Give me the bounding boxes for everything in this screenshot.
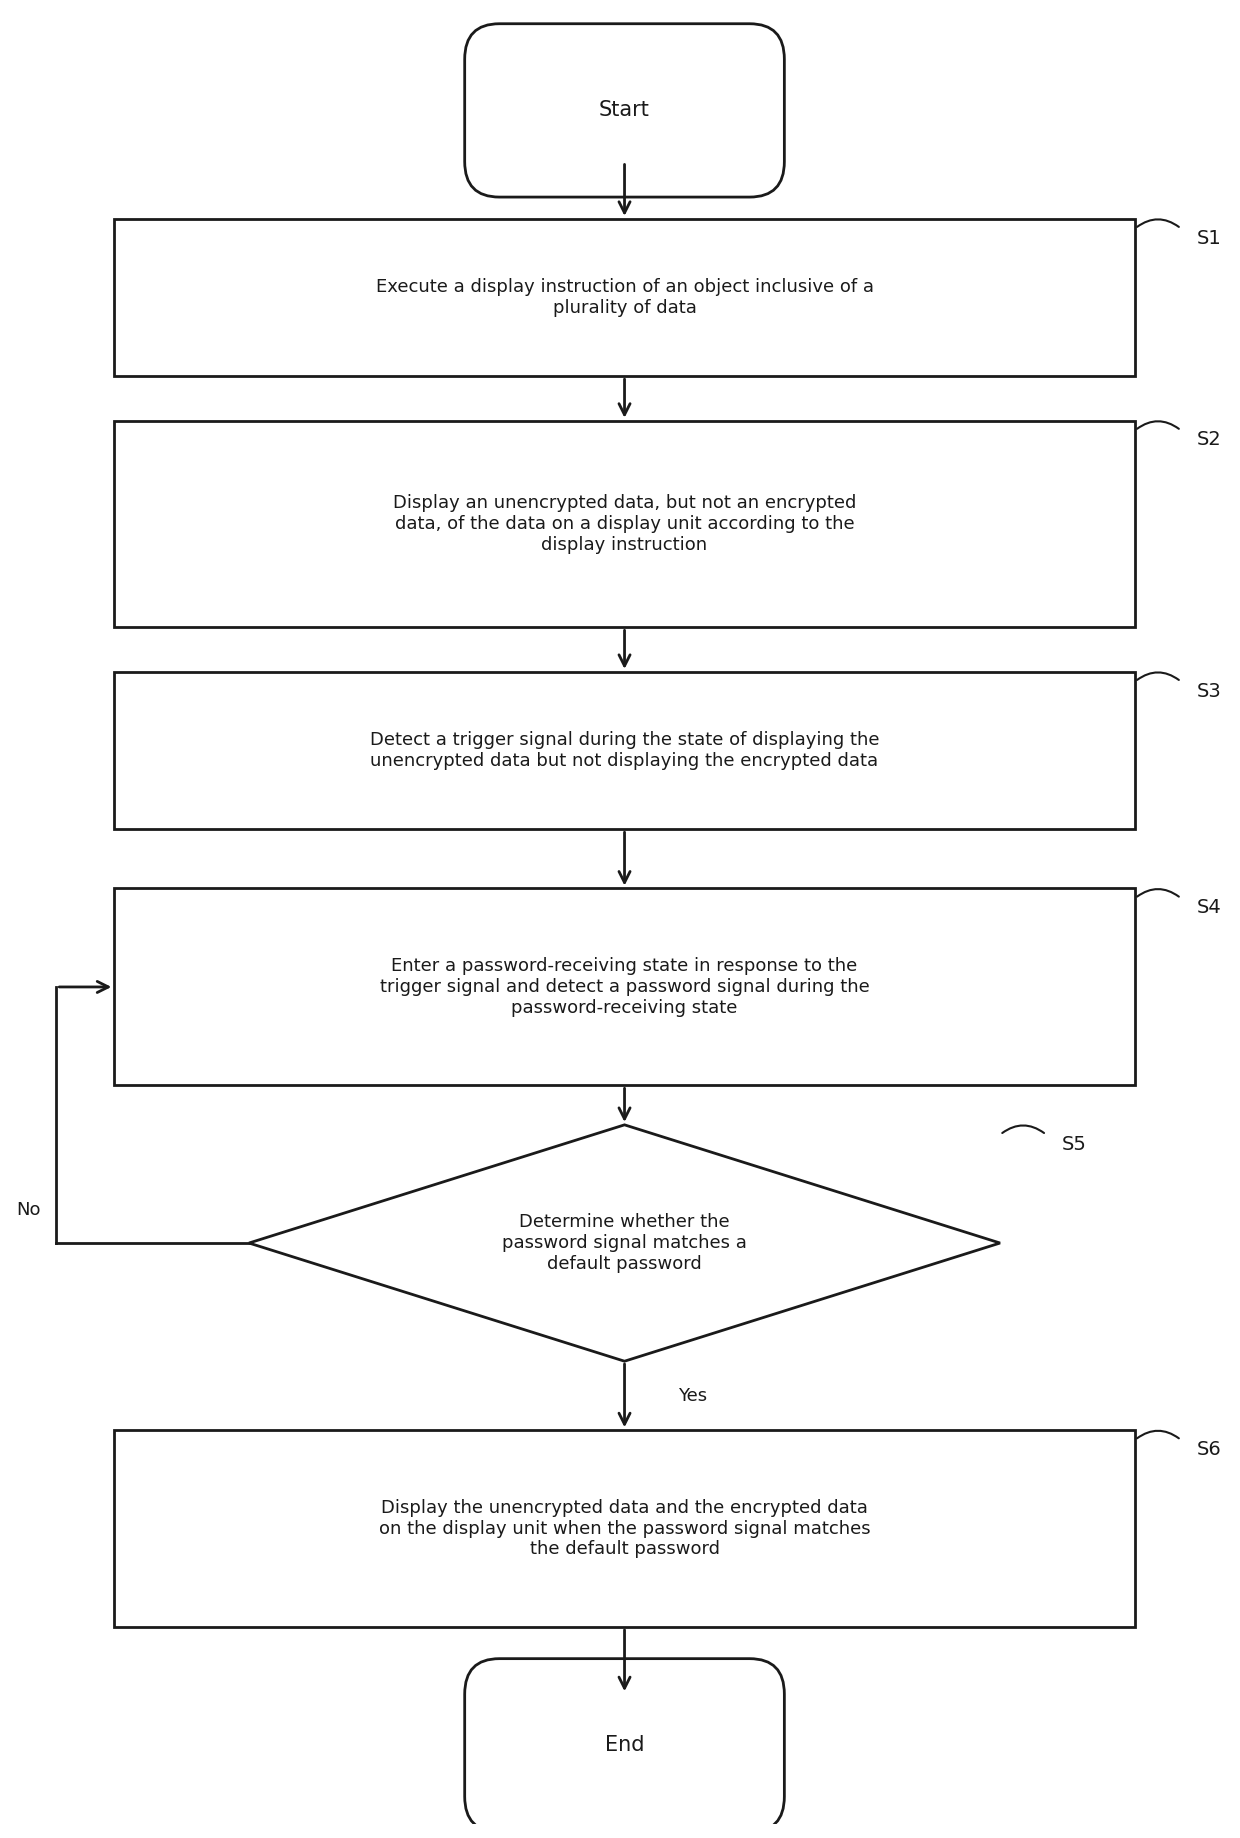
FancyBboxPatch shape: [465, 24, 785, 197]
Text: Yes: Yes: [678, 1386, 708, 1404]
Bar: [114, 219, 1135, 377]
Text: Display the unencrypted data and the encrypted data
on the display unit when the: Display the unencrypted data and the enc…: [378, 1498, 870, 1559]
Polygon shape: [249, 1125, 999, 1362]
Text: Detect a trigger signal during the state of displaying the
unencrypted data but : Detect a trigger signal during the state…: [370, 732, 879, 770]
Text: S2: S2: [1197, 430, 1221, 450]
Bar: [114, 421, 1135, 627]
Text: End: End: [605, 1735, 645, 1755]
Text: S4: S4: [1197, 899, 1221, 917]
Text: S6: S6: [1197, 1439, 1221, 1459]
Text: Display an unencrypted data, but not an encrypted
data, of the data on a display: Display an unencrypted data, but not an …: [393, 494, 856, 553]
Bar: [114, 888, 1135, 1086]
Text: S1: S1: [1197, 228, 1221, 248]
Bar: [114, 1430, 1135, 1627]
Bar: [114, 673, 1135, 829]
Text: Start: Start: [599, 101, 650, 121]
Text: S5: S5: [1061, 1134, 1086, 1154]
Text: Execute a display instruction of an object inclusive of a
plurality of data: Execute a display instruction of an obje…: [376, 278, 873, 316]
Text: Enter a password-receiving state in response to the
trigger signal and detect a : Enter a password-receiving state in resp…: [379, 958, 869, 1016]
Text: S3: S3: [1197, 682, 1221, 700]
FancyBboxPatch shape: [465, 1658, 785, 1832]
Text: No: No: [16, 1202, 41, 1219]
Text: Determine whether the
password signal matches a
default password: Determine whether the password signal ma…: [502, 1213, 746, 1274]
